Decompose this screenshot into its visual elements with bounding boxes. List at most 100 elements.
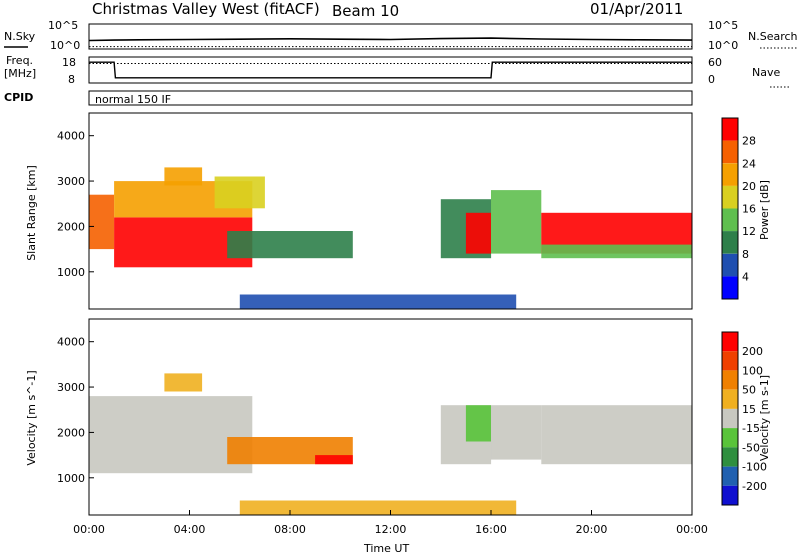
power-colorbar-segment-4 (722, 208, 738, 232)
power-colorbar-tick-2: 20 (742, 180, 756, 193)
velocity-colorbar-segment-4 (722, 408, 738, 429)
freq-tick-low: 8 (68, 73, 75, 86)
freq-panel-frame (88, 56, 693, 84)
power-y-axis-label: Slant Range [km] (25, 165, 38, 261)
freq-unit-label: [MHz] (4, 67, 36, 80)
velocity-colorbar-tick-2: 50 (742, 384, 756, 397)
power-region-10 (541, 244, 693, 259)
power-ytick-label-0: 4000 (57, 130, 85, 143)
power-colorbar-segment-6 (722, 253, 738, 277)
power-panel-frame (88, 112, 693, 310)
power-heatmap (89, 167, 693, 309)
time-axis: 00:00 04:00 08:00 12:00 16:00 20:00 00:00 (73, 510, 708, 536)
velocity-colorbar-segment-0 (722, 332, 738, 352)
velocity-heatmap (89, 373, 693, 515)
velocity-colorbar-tick-1: 100 (742, 364, 763, 377)
velocity-colorbar-tick-6: -100 (742, 461, 767, 474)
velocity-region-3 (315, 455, 353, 465)
power-colorbar-frame (721, 117, 739, 300)
cpid-panel-frame (88, 90, 693, 106)
power-colorbar-tick-0: 28 (742, 135, 756, 148)
velocity-region-8 (239, 500, 517, 515)
velocity-colorbar-tick-7: -200 (742, 480, 767, 493)
x-tick-label-4: 16:00 (475, 523, 507, 536)
power-ytick-label-1: 3000 (57, 175, 85, 188)
velocity-region-1 (164, 373, 203, 392)
power-colorbar-tick-5: 8 (742, 248, 749, 261)
nsearch-label: N.Search (748, 30, 798, 43)
power-colorbar-segment-7 (722, 276, 738, 299)
power-colorbar-tick-3: 16 (742, 203, 756, 216)
velocity-colorbar-tick-4: -15 (742, 422, 760, 435)
power-y-axis: 4000 3000 2000 1000 (57, 130, 94, 279)
power-colorbar-tick-6: 4 (742, 270, 749, 283)
power-colorbar: 28 24 20 16 12 8 4 (721, 117, 756, 300)
x-tick-label-5: 20:00 (576, 523, 608, 536)
power-colorbar-segment-0 (722, 118, 738, 141)
x-tick-label-0: 00:00 (73, 523, 105, 536)
power-colorbar-segment-2 (722, 163, 738, 186)
freq-tick-high: 18 (62, 56, 76, 69)
velocity-colorbar-segment-2 (722, 370, 738, 390)
velocity-y-axis: 4000 3000 2000 1000 (57, 336, 94, 485)
x-tick-label-6: 00:00 (676, 523, 708, 536)
cpid-value: normal 150 IF (95, 93, 171, 106)
noise-tick-right-low: 10^0 (708, 39, 738, 52)
x-tick-label-2: 08:00 (274, 523, 306, 536)
power-colorbar-label: Power [dB] (758, 180, 771, 240)
velocity-region-0 (89, 396, 253, 474)
nave-tick-low: 0 (708, 73, 715, 86)
velocity-colorbar-tick-3: 15 (742, 403, 756, 416)
power-region-7 (465, 212, 491, 254)
velocity-ytick-label-1: 3000 (57, 381, 85, 394)
velocity-region-6 (491, 405, 542, 460)
power-region-8 (491, 190, 542, 254)
velocity-colorbar: 200 100 50 15 -15 -50 -100 -200 (721, 331, 767, 506)
velocity-colorbar-segment-5 (722, 428, 738, 448)
velocity-colorbar-frame (721, 331, 739, 506)
power-colorbar-tick-4: 12 (742, 225, 756, 238)
cpid-label: CPID (4, 91, 33, 104)
nsky-label: N.Sky (4, 30, 36, 43)
velocity-ytick-label-0: 4000 (57, 336, 85, 349)
noise-tick-right-high: 10^5 (708, 19, 738, 32)
noise-tick-left-low: 10^0 (50, 39, 80, 52)
velocity-region-5 (465, 405, 491, 442)
power-colorbar-segment-3 (722, 185, 738, 209)
power-colorbar-tick-1: 24 (742, 157, 756, 170)
velocity-y-axis-label: Velocity [m s^-1] (25, 370, 38, 465)
nave-tick-high: 60 (708, 56, 722, 69)
velocity-ytick-label-3: 1000 (57, 472, 85, 485)
x-axis-label: Time UT (363, 542, 409, 554)
noise-tick-left-high: 10^5 (48, 19, 78, 32)
power-region-4 (214, 176, 265, 209)
nave-label: Nave (752, 66, 780, 79)
velocity-colorbar-segment-6 (722, 447, 738, 467)
velocity-colorbar-tick-0: 200 (742, 345, 763, 358)
velocity-region-7 (541, 405, 693, 465)
velocity-colorbar-label: Velocity [m s-1] (758, 375, 771, 461)
freq-series-line (89, 61, 692, 79)
power-region-0 (89, 194, 115, 250)
velocity-colorbar-tick-5: -50 (742, 441, 760, 454)
power-region-11 (239, 294, 517, 309)
beam-label: Beam 10 (332, 2, 399, 20)
x-tick-label-3: 12:00 (375, 523, 407, 536)
velocity-colorbar-segment-3 (722, 389, 738, 409)
power-region-3 (164, 167, 203, 186)
velocity-colorbar-segment-7 (722, 466, 738, 486)
nsky-series-line (88, 37, 693, 42)
velocity-colorbar-segment-8 (722, 485, 738, 505)
power-ytick-label-3: 1000 (57, 266, 85, 279)
power-region-5 (227, 231, 353, 259)
velocity-colorbar-segment-1 (722, 351, 738, 371)
station-title: Christmas Valley West (fitACF) (92, 0, 320, 18)
velocity-ytick-label-2: 2000 (57, 426, 85, 439)
freq-label: Freq. (6, 54, 33, 67)
date-label: 01/Apr/2011 (590, 0, 683, 18)
power-ytick-label-2: 2000 (57, 220, 85, 233)
noise-panel-frame (88, 23, 693, 50)
power-colorbar-segment-1 (722, 140, 738, 164)
power-colorbar-segment-5 (722, 231, 738, 254)
